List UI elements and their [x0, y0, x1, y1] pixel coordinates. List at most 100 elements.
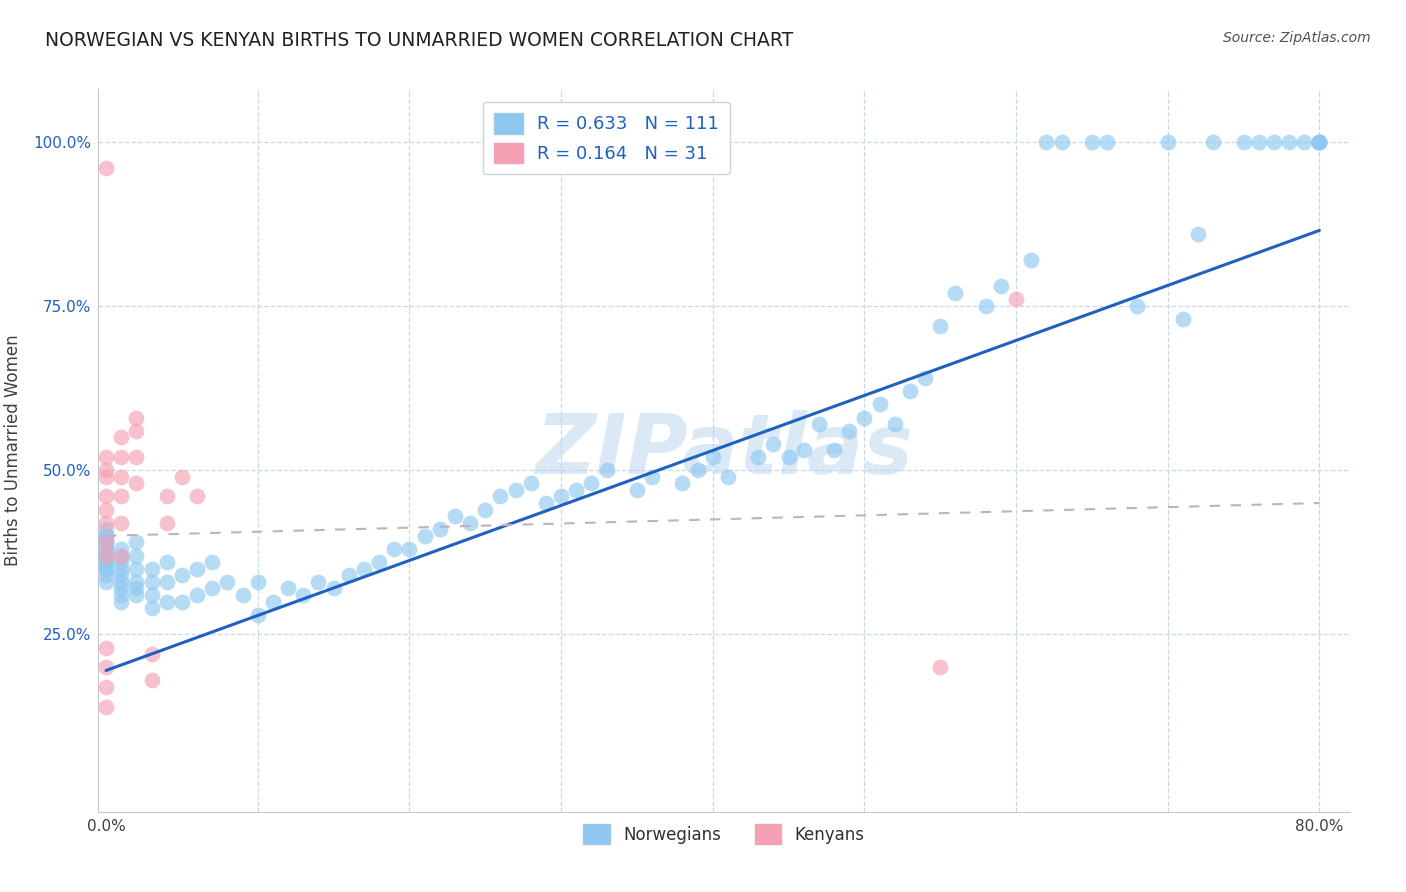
Point — [110, 588, 132, 602]
Point — [429, 522, 451, 536]
Point — [141, 588, 163, 602]
Point — [156, 574, 179, 589]
Point — [1294, 135, 1316, 149]
Point — [1308, 135, 1330, 149]
Point — [262, 594, 284, 608]
Point — [1019, 252, 1042, 267]
Point — [626, 483, 648, 497]
Point — [762, 437, 785, 451]
Point — [94, 535, 117, 549]
Point — [929, 318, 952, 333]
Point — [94, 535, 117, 549]
Point — [156, 555, 179, 569]
Point — [170, 594, 193, 608]
Point — [125, 588, 148, 602]
Point — [869, 397, 891, 411]
Point — [156, 594, 179, 608]
Point — [1081, 135, 1104, 149]
Point — [94, 490, 117, 504]
Point — [110, 555, 132, 569]
Point — [534, 496, 557, 510]
Point — [94, 529, 117, 543]
Point — [1308, 135, 1330, 149]
Point — [94, 541, 117, 556]
Point — [686, 463, 709, 477]
Point — [94, 502, 117, 516]
Point — [413, 529, 436, 543]
Point — [595, 463, 617, 477]
Point — [793, 443, 815, 458]
Point — [671, 476, 693, 491]
Point — [231, 588, 253, 602]
Point — [337, 568, 360, 582]
Point — [186, 490, 208, 504]
Point — [110, 430, 132, 444]
Point — [94, 562, 117, 576]
Point — [398, 541, 420, 556]
Point — [292, 588, 315, 602]
Point — [1157, 135, 1180, 149]
Point — [277, 582, 299, 596]
Point — [565, 483, 588, 497]
Point — [141, 647, 163, 661]
Point — [94, 549, 117, 563]
Point — [110, 549, 132, 563]
Point — [156, 516, 179, 530]
Point — [170, 469, 193, 483]
Point — [307, 574, 329, 589]
Point — [581, 476, 603, 491]
Point — [125, 450, 148, 464]
Point — [1308, 135, 1330, 149]
Point — [1247, 135, 1270, 149]
Point — [94, 549, 117, 563]
Legend: Norwegians, Kenyans: Norwegians, Kenyans — [576, 818, 872, 850]
Point — [125, 410, 148, 425]
Point — [110, 574, 132, 589]
Point — [489, 490, 512, 504]
Point — [94, 535, 117, 549]
Point — [1035, 135, 1057, 149]
Point — [1263, 135, 1285, 149]
Point — [550, 490, 572, 504]
Point — [1171, 312, 1194, 326]
Point — [94, 549, 117, 563]
Point — [94, 562, 117, 576]
Point — [974, 299, 997, 313]
Point — [474, 502, 496, 516]
Point — [94, 555, 117, 569]
Point — [110, 562, 132, 576]
Point — [246, 574, 269, 589]
Point — [94, 555, 117, 569]
Point — [94, 522, 117, 536]
Point — [1187, 227, 1209, 241]
Point — [353, 562, 375, 576]
Point — [110, 541, 132, 556]
Point — [883, 417, 905, 432]
Point — [747, 450, 769, 464]
Point — [945, 285, 967, 300]
Point — [125, 535, 148, 549]
Point — [141, 562, 163, 576]
Y-axis label: Births to Unmarried Women: Births to Unmarried Women — [4, 334, 22, 566]
Point — [94, 680, 117, 694]
Point — [1278, 135, 1301, 149]
Point — [94, 463, 117, 477]
Point — [914, 371, 936, 385]
Point — [141, 574, 163, 589]
Point — [1095, 135, 1118, 149]
Point — [94, 450, 117, 464]
Point — [94, 469, 117, 483]
Point — [186, 562, 208, 576]
Point — [125, 574, 148, 589]
Point — [125, 549, 148, 563]
Point — [141, 673, 163, 688]
Point — [94, 574, 117, 589]
Point — [368, 555, 391, 569]
Point — [201, 555, 224, 569]
Point — [186, 588, 208, 602]
Text: NORWEGIAN VS KENYAN BIRTHS TO UNMARRIED WOMEN CORRELATION CHART: NORWEGIAN VS KENYAN BIRTHS TO UNMARRIED … — [45, 31, 793, 50]
Point — [853, 410, 876, 425]
Point — [110, 490, 132, 504]
Point — [94, 161, 117, 175]
Point — [778, 450, 800, 464]
